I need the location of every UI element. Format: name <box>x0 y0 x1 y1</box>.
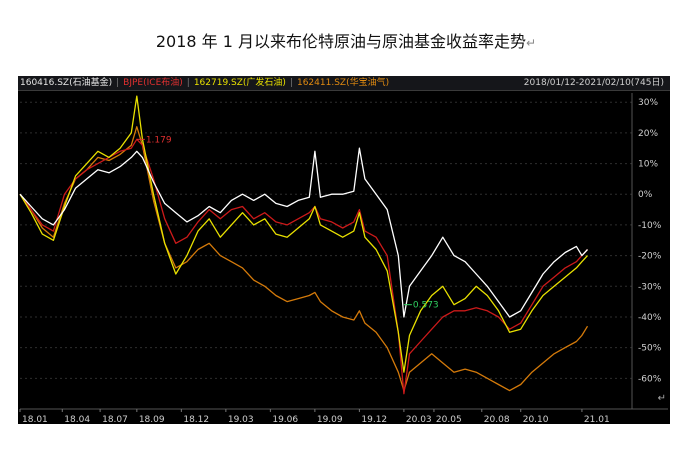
y-tick-label: 30% <box>638 98 658 108</box>
x-tick-label: 18.07 <box>102 415 128 424</box>
y-tick-label: -20% <box>638 252 662 262</box>
x-tick-label: 19.03 <box>228 415 254 424</box>
y-tick-label: -40% <box>638 313 662 323</box>
series-line-1 <box>19 147 588 318</box>
corner-return-mark-icon: ↵ <box>657 393 666 404</box>
legend-separator: | <box>289 78 293 88</box>
chart-panel: 160416.SZ(石油基金) | BJPE(ICE布油) | 162719.SZ(广发… <box>18 76 670 424</box>
legend-bar: 160416.SZ(石油基金) | BJPE(ICE布油) | 162719.SZ(广发… <box>18 76 670 91</box>
x-tick-label: 18.12 <box>183 415 209 424</box>
y-tick-label: 10% <box>638 160 658 170</box>
x-tick-label: 20.08 <box>484 415 510 424</box>
date-range: 2018/01/12-2021/02/10(745日) <box>523 78 664 88</box>
grid-lines <box>20 101 632 379</box>
x-axis: 18.01 18.04 18.07 18.09 18.12 19.03 19.06 19.09… <box>19 93 668 424</box>
x-tick-label: 20.05 <box>436 415 462 424</box>
legend-separator: | <box>116 78 120 88</box>
y-tick-label: -60% <box>638 374 662 384</box>
x-tick-label: 20.03 <box>406 415 432 424</box>
high-annotation: 1.179 <box>146 135 172 145</box>
x-tick-label: 18.01 <box>22 415 48 424</box>
series-layer <box>19 95 589 395</box>
y-tick-label: 20% <box>638 129 658 139</box>
y-tick-label: 0% <box>638 190 653 200</box>
return-mark-icon: ↵ <box>526 36 537 50</box>
chart-title-text: 2018 年 1 月以来布伦特原油与原油基金收益率走势 <box>155 32 527 51</box>
x-tick-label: 19.06 <box>272 415 298 424</box>
series-line-3 <box>19 95 588 373</box>
x-tick-label: 19.09 <box>317 415 343 424</box>
y-tick-label: -10% <box>638 221 662 231</box>
chart-title: 2018 年 1 月以来布伦特原油与原油基金收益率走势↵ <box>0 28 692 52</box>
legend-series-2: BJPE(ICE布油) <box>123 78 183 88</box>
y-axis: 30% 20% 10% 0% -10% -20% -30% -40% -50% -60% <box>638 98 662 384</box>
x-tick-label: 18.04 <box>64 415 90 424</box>
annotation-layer: 1.179 0.573 <box>136 135 439 311</box>
series-line-4 <box>19 126 589 392</box>
x-tick-label: 21.01 <box>584 415 610 424</box>
low-annotation: 0.573 <box>413 301 439 311</box>
x-tick-label: 20.10 <box>523 415 549 424</box>
y-tick-label: -50% <box>638 344 662 354</box>
x-tick-label: 18.09 <box>139 415 165 424</box>
series-line-2 <box>19 138 588 395</box>
y-tick-label: -30% <box>638 282 662 292</box>
legend-series-4: 162411.SZ(华宝油气) <box>296 78 390 88</box>
plot-area: 1.179 0.573 30% 20% 10% 0% -10% -20% -30% -40% -5… <box>19 93 668 424</box>
x-tick-label: 19.12 <box>361 415 387 424</box>
legend-series-3: 162719.SZ(广发石油) <box>193 78 286 88</box>
legend-separator: | <box>186 78 190 88</box>
legend-series-1: 160416.SZ(石油基金) <box>20 78 113 88</box>
